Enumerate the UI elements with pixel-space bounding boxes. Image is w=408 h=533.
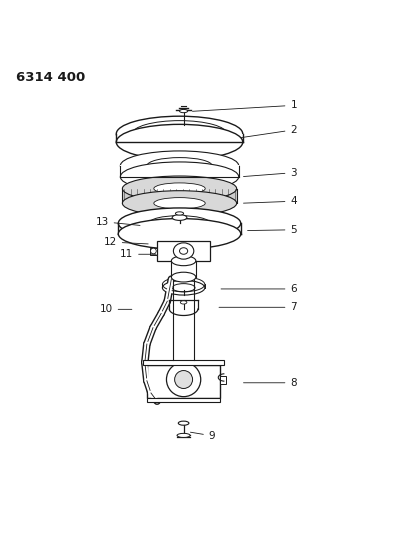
Text: 6: 6 [221, 284, 297, 294]
Text: 13: 13 [95, 216, 140, 227]
Ellipse shape [180, 301, 187, 304]
Ellipse shape [180, 248, 188, 254]
Bar [150, 248, 157, 255]
Ellipse shape [116, 124, 243, 160]
Ellipse shape [154, 183, 205, 194]
Ellipse shape [180, 109, 188, 112]
Text: 6314 400: 6314 400 [16, 71, 86, 84]
Bar [157, 241, 210, 261]
Ellipse shape [171, 256, 196, 265]
Ellipse shape [171, 272, 196, 282]
Bar [116, 134, 243, 146]
Bar [122, 189, 237, 203]
Text: 11: 11 [120, 249, 156, 259]
Ellipse shape [175, 370, 193, 389]
Text: 2: 2 [242, 125, 297, 138]
Ellipse shape [172, 284, 195, 292]
Text: 7: 7 [219, 302, 297, 312]
Ellipse shape [122, 176, 237, 201]
Text: 4: 4 [244, 196, 297, 206]
Ellipse shape [122, 191, 237, 216]
Bar [147, 398, 220, 402]
Ellipse shape [149, 216, 210, 231]
Ellipse shape [175, 212, 184, 215]
Ellipse shape [166, 362, 201, 397]
Bar [120, 165, 239, 177]
Ellipse shape [154, 198, 205, 209]
Text: 1: 1 [193, 100, 297, 111]
Ellipse shape [173, 243, 194, 259]
Text: 9: 9 [191, 431, 215, 441]
Ellipse shape [147, 158, 212, 174]
Ellipse shape [177, 433, 190, 438]
Bar [220, 376, 226, 384]
Ellipse shape [151, 248, 156, 254]
Ellipse shape [118, 219, 241, 249]
Bar [118, 223, 241, 234]
Ellipse shape [120, 151, 239, 181]
Ellipse shape [178, 421, 189, 425]
Ellipse shape [118, 208, 241, 239]
Text: 10: 10 [100, 304, 132, 314]
Ellipse shape [162, 280, 205, 295]
Bar [143, 360, 224, 365]
Text: 5: 5 [248, 225, 297, 235]
Text: 12: 12 [104, 237, 148, 247]
Ellipse shape [120, 162, 239, 191]
Text: 8: 8 [244, 378, 297, 388]
Ellipse shape [172, 215, 187, 221]
Bar [147, 365, 220, 398]
Ellipse shape [116, 116, 243, 151]
Text: 3: 3 [244, 168, 297, 177]
